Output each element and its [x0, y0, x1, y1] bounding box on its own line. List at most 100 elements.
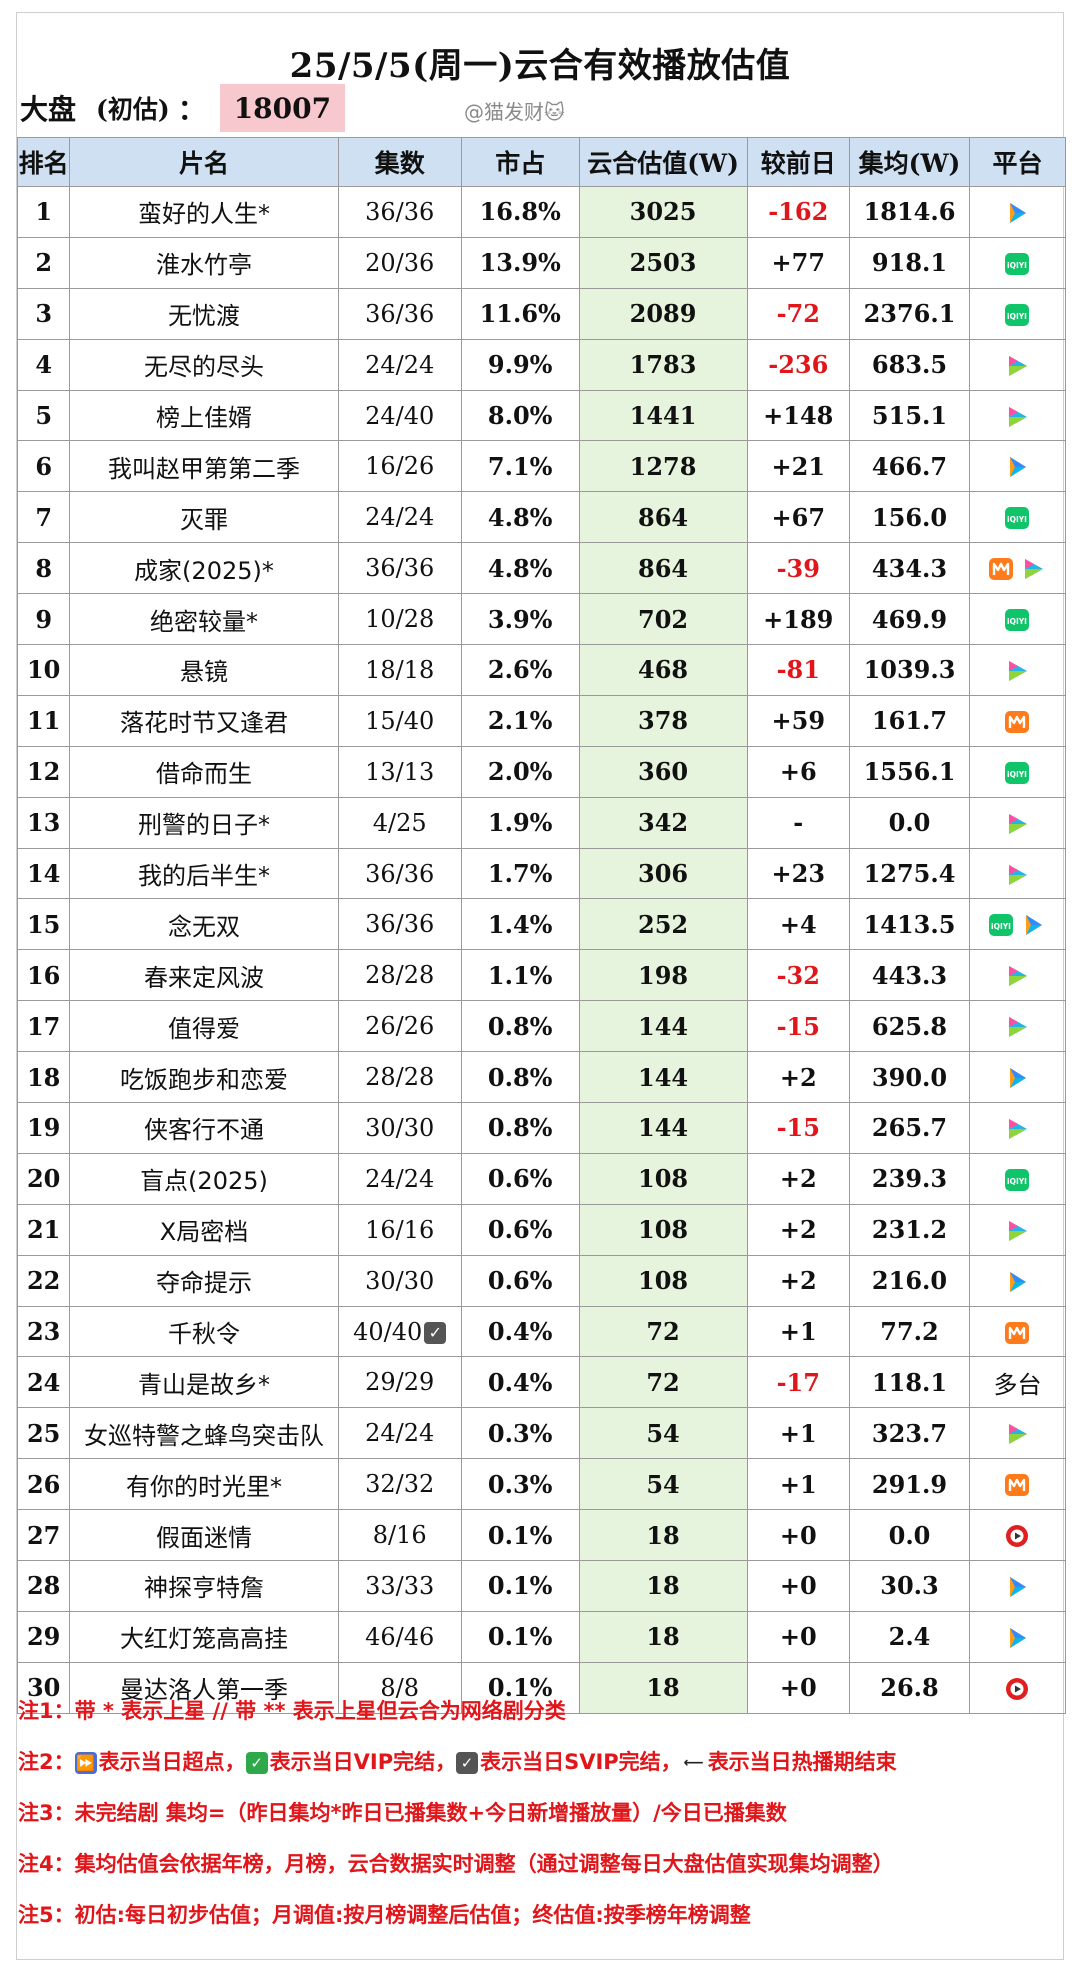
cell-change-text: +2	[779, 1164, 817, 1194]
cell-change-text: +0	[779, 1622, 817, 1652]
cell-share: 0.1%	[460, 1610, 580, 1663]
cell-average-text: 918.1	[871, 248, 948, 278]
cell-average: 161.7	[849, 694, 970, 747]
cell-average-text: 683.5	[871, 350, 948, 380]
cell-average: 1039.3	[849, 644, 970, 696]
cell-title-text: 悬镜	[179, 658, 228, 687]
cell-estimate-text: 54	[646, 1418, 680, 1448]
cell-share: 13.9%	[460, 236, 580, 289]
cell-estimate-text: 198	[638, 960, 689, 990]
cell-estimate: 108	[578, 1203, 748, 1256]
cell-change-text: -81	[776, 655, 820, 685]
cell-change-text: -17	[776, 1367, 820, 1397]
cell-change-text: +2	[779, 1215, 817, 1245]
cell-rank-text: 27	[26, 1520, 61, 1550]
cell-change: +0	[746, 1610, 851, 1663]
table-row: 9 绝密较量* 10/28 3.9% 702 +189 469.9 iQIYI	[16, 593, 1067, 646]
cctv-icon	[1004, 1523, 1030, 1549]
cell-episodes-text: 24/24	[365, 350, 435, 379]
cell-share: 0.1%	[460, 1509, 580, 1562]
tencent-icon	[1004, 454, 1030, 480]
table-row: 1 蛮好的人生* 36/36 16.8% 3025 -162 1814.6	[16, 186, 1067, 238]
cell-share: 2.6%	[460, 644, 580, 696]
svg-text:iQIYI: iQIYI	[1008, 515, 1028, 524]
cell-rank: 4	[16, 338, 71, 391]
cell-estimate: 2503	[578, 236, 748, 289]
cell-estimate: 108	[578, 1254, 748, 1307]
cell-title: 千秋令	[69, 1305, 339, 1358]
svg-text:iQIYI: iQIYI	[1008, 261, 1028, 270]
cell-estimate-text: 306	[638, 859, 689, 889]
cell-change: +6	[746, 745, 851, 798]
cell-average: 443.3	[849, 949, 970, 1002]
cell-rank-text: 16	[26, 960, 61, 990]
cell-rank: 27	[16, 1509, 71, 1562]
cell-rank-text: 22	[26, 1266, 61, 1296]
cell-title-text: 无尽的尽头	[143, 353, 264, 382]
cell-platform: iQIYI	[968, 236, 1067, 289]
cell-share-text: 0.8%	[487, 1062, 553, 1092]
cell-rank: 15	[16, 898, 71, 951]
cell-average: 265.7	[849, 1102, 970, 1154]
note-2: 注2： ⏩ 表示当日超点， ✓ 表示当日VIP完结， ✓ 表示当日SVIP完结， ⟵ 表示当日热…	[16, 1737, 1064, 1788]
cell-estimate: 108	[578, 1152, 748, 1205]
cell-average-text: 1413.5	[863, 909, 956, 939]
cell-share-text: 0.6%	[487, 1164, 553, 1194]
cell-change-text: +0	[779, 1571, 817, 1601]
cell-average: 1275.4	[849, 847, 970, 900]
cell-change-text: +148	[763, 401, 834, 430]
youku-icon	[1004, 1116, 1030, 1142]
cell-change: +0	[746, 1661, 851, 1714]
cell-episodes: 18/18	[337, 644, 462, 696]
cell-rank-text: 30	[26, 1673, 61, 1703]
cell-episodes: 24/24	[337, 1407, 462, 1460]
youku-icon	[1004, 658, 1030, 684]
cell-rank-text: 3	[35, 299, 53, 329]
market-label: 大盘	[20, 93, 77, 126]
cell-estimate-text: 468	[638, 655, 689, 685]
cell-title-text: 念无双	[167, 912, 240, 941]
cell-rank: 20	[16, 1152, 71, 1205]
market-sub: (初估)	[96, 95, 170, 124]
cell-rank-text: 28	[26, 1571, 61, 1601]
table-row: 14 我的后半生* 36/36 1.7% 306 +23 1275.4	[16, 847, 1067, 900]
cell-estimate: 144	[578, 1000, 748, 1053]
tencent-icon	[1004, 1574, 1030, 1600]
cell-title: 成家(2025)*	[69, 542, 339, 595]
cell-change-text: -39	[776, 553, 820, 583]
cell-share-text: 13.9%	[479, 248, 561, 278]
cell-change: -17	[746, 1356, 851, 1409]
table-row: 22 夺命提示 30/30 0.6% 108 +2 216.0	[16, 1254, 1067, 1307]
cell-estimate-text: 144	[638, 1113, 689, 1143]
cell-platform	[968, 1000, 1067, 1053]
cell-share-text: 0.1%	[487, 1622, 553, 1652]
cell-rank-text: 10	[26, 655, 61, 685]
cell-average: 1556.1	[849, 745, 970, 798]
cell-episodes-text: 26/26	[365, 1012, 435, 1041]
cell-rank-text: 11	[26, 706, 61, 736]
cell-average: 434.3	[849, 542, 970, 595]
cell-share: 0.8%	[460, 1051, 580, 1104]
table-row: 17 值得爱 26/26 0.8% 144 -15 625.8	[16, 1000, 1067, 1053]
cell-episodes-text: 10/28	[365, 605, 435, 634]
cell-change: -236	[746, 338, 851, 391]
table-row: 25 女巡特警之蜂鸟突击队 24/24 0.3% 54 +1 323.7	[16, 1407, 1067, 1460]
iqiyi-icon: iQIYI	[988, 912, 1014, 938]
cell-change-text: +4	[779, 909, 817, 939]
cell-share-text: 2.0%	[487, 757, 553, 787]
cell-rank: 8	[16, 542, 71, 595]
cell-episodes-text: 13/13	[365, 757, 435, 786]
cell-share-text: 0.1%	[487, 1571, 553, 1601]
cell-rank-text: 8	[35, 553, 53, 583]
cell-title-text: 灭罪	[179, 505, 228, 534]
cell-estimate: 3025	[578, 186, 748, 238]
cell-change: -32	[746, 949, 851, 1002]
cell-rank: 5	[16, 389, 71, 442]
cell-average: 918.1	[849, 236, 970, 289]
cell-estimate: 342	[578, 796, 748, 849]
cell-share: 0.8%	[460, 1000, 580, 1053]
cell-estimate: 18	[578, 1610, 748, 1663]
table-row: 10 悬镜 18/18 2.6% 468 -81 1039.3	[16, 644, 1067, 696]
cell-average: 323.7	[849, 1407, 970, 1460]
cell-average-text: 156.0	[871, 502, 948, 532]
